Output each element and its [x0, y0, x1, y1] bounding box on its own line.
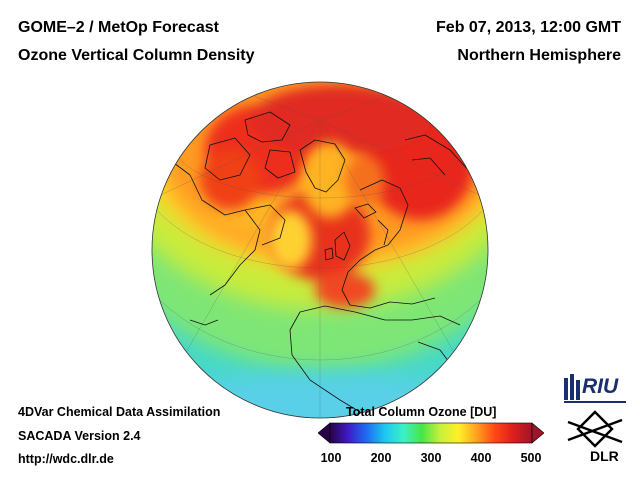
coastline-greenland	[299, 139, 346, 193]
ozone-region-arctic	[250, 85, 430, 155]
dlr-logo-text: DLR	[590, 448, 619, 464]
source-url-link[interactable]: http://wdc.dlr.de	[18, 452, 114, 466]
colorbar-underflow-arrow	[318, 422, 331, 444]
forecast-datetime: Feb 07, 2013, 12:00 GMT	[436, 19, 621, 36]
version-label: SACADA Version 2.4	[18, 429, 141, 443]
colorbar-tick-label: 400	[470, 451, 492, 465]
riu-logo-text: RIU	[582, 375, 619, 398]
ozone-globe-map	[151, 81, 489, 419]
product-title: GOME–2 / MetOp Forecast	[18, 19, 219, 36]
colorbar-tick-label: 100	[320, 451, 342, 465]
coastline-africa	[299, 305, 461, 326]
riu-logo	[564, 374, 626, 403]
colorbar-tick-label: 300	[420, 451, 442, 465]
colorbar-overflow-arrow	[531, 422, 544, 444]
method-label: 4DVar Chemical Data Assimilation	[18, 405, 221, 419]
colorbar-gradient	[329, 422, 533, 444]
ozone-colorbar	[318, 422, 544, 444]
coastline-europe	[341, 179, 436, 309]
coastline-north-america	[169, 159, 261, 296]
colorbar-tick-label: 200	[370, 451, 392, 465]
dlr-logo	[567, 410, 623, 448]
product-subtitle: Ozone Vertical Column Density	[18, 47, 255, 64]
colorbar-tick-label: 500	[520, 451, 542, 465]
hemisphere-label: Northern Hemisphere	[457, 47, 621, 64]
colorbar-title: Total Column Ozone [DU]	[346, 405, 497, 419]
